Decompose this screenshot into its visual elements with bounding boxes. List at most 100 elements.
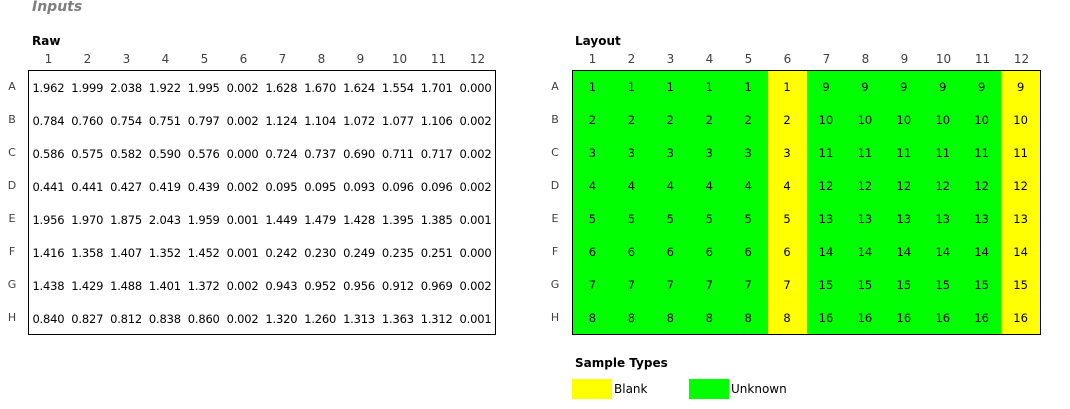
layout-cell-unknown: 6 <box>573 235 612 269</box>
raw-cell: 1.488 <box>110 278 143 293</box>
raw-cell: 0.001 <box>226 212 259 227</box>
layout-cell-unknown: 7 <box>689 268 729 302</box>
blank-legend-label: Blank <box>614 382 648 396</box>
layout-cell-unknown: 1 <box>728 71 768 104</box>
layout-cell-unknown: 11 <box>962 136 1002 170</box>
layout-cell-unknown: 6 <box>650 235 690 269</box>
raw-row-header: F <box>8 245 16 258</box>
raw-cell: 1.428 <box>343 212 375 227</box>
unknown-legend-label: Unknown <box>731 382 787 396</box>
layout-row-header: G <box>550 278 560 291</box>
layout-cell-unknown: 9 <box>884 71 924 104</box>
layout-row-header: C <box>551 146 559 159</box>
raw-cell: 0.575 <box>71 146 104 161</box>
layout-column-header: 1 <box>588 52 597 66</box>
raw-cell: 0.439 <box>187 179 220 194</box>
layout-cell-unknown: 9 <box>923 71 963 104</box>
table-row: 2 2 2 2 2 2 10 10 10 10 10 10 <box>573 103 1041 137</box>
layout-column-header: 10 <box>935 52 952 66</box>
raw-cell: 0.002 <box>459 179 492 194</box>
raw-cell: 1.438 <box>32 278 65 293</box>
table-row: 6 6 6 6 6 6 14 14 14 14 14 14 <box>573 235 1041 269</box>
layout-cell-unknown: 9 <box>845 71 885 104</box>
layout-cell-unknown: 7 <box>650 268 690 302</box>
raw-cell: 0.760 <box>71 113 104 128</box>
raw-cell: 0.952 <box>304 278 337 293</box>
layout-cell-unknown: 5 <box>573 202 612 236</box>
raw-cell: 0.235 <box>381 245 414 260</box>
layout-column-header: 8 <box>861 52 870 66</box>
raw-cell: 1.875 <box>110 212 143 227</box>
layout-cell-unknown: 10 <box>845 103 885 137</box>
raw-cell: 0.969 <box>420 278 453 293</box>
layout-cell-blank: 11 <box>1001 136 1041 170</box>
raw-cell: 1.922 <box>148 80 181 95</box>
layout-cell-unknown: 5 <box>689 202 729 236</box>
layout-column-headers: 1 2 3 4 5 6 7 8 9 10 11 12 <box>573 52 1041 66</box>
raw-cell: 1.628 <box>265 80 298 95</box>
layout-cell-unknown: 14 <box>806 235 846 269</box>
layout-cell-unknown: 4 <box>573 169 612 203</box>
table-row: 5 5 5 5 5 5 13 13 13 13 13 13 <box>573 202 1041 236</box>
raw-cell: 1.970 <box>71 212 104 227</box>
raw-cell: 0.717 <box>420 146 453 161</box>
raw-cell: 1.077 <box>381 113 414 128</box>
raw-column-header: 8 <box>317 52 326 66</box>
layout-cell-unknown: 16 <box>845 301 885 334</box>
raw-cell: 1.449 <box>265 212 298 227</box>
raw-cell: 0.251 <box>420 245 453 260</box>
raw-cell: 1.385 <box>420 212 453 227</box>
raw-row-header: A <box>8 80 16 93</box>
layout-grid: 1 1 1 1 1 1 9 9 9 9 9 9 2 2 2 2 2 2 10 10 10 10 10 10 3 3 3 3 3 3 11 11… <box>572 70 1041 335</box>
layout-cell-blank: 2 <box>767 103 807 137</box>
raw-cell: 0.000 <box>226 146 259 161</box>
raw-cell: 1.358 <box>71 245 104 260</box>
layout-column-header: 6 <box>783 52 792 66</box>
raw-cell: 0.002 <box>226 80 259 95</box>
layout-cell-unknown: 12 <box>923 169 963 203</box>
layout-cell-unknown: 12 <box>884 169 924 203</box>
layout-row-headers: A B C D E F G H <box>545 70 565 334</box>
raw-column-header: 4 <box>161 52 170 66</box>
raw-cell: 0.586 <box>32 146 65 161</box>
raw-cell: 1.106 <box>420 113 453 128</box>
layout-cell-blank: 4 <box>767 169 807 203</box>
layout-cell-unknown: 13 <box>806 202 846 236</box>
raw-cell: 0.840 <box>32 311 65 326</box>
table-row: 1.956 1.970 1.875 2.043 1.959 0.001 1.449 1.479… <box>29 203 495 236</box>
layout-cell-unknown: 10 <box>923 103 963 137</box>
raw-cell: 0.095 <box>265 179 298 194</box>
table-row: 0.586 0.575 0.582 0.590 0.576 0.000 0.724 0.737… <box>29 137 495 170</box>
layout-cell-blank: 6 <box>767 235 807 269</box>
layout-cell-unknown: 14 <box>845 235 885 269</box>
raw-cell: 0.812 <box>110 311 143 326</box>
layout-cell-unknown: 7 <box>611 268 651 302</box>
raw-cell: 0.096 <box>420 179 453 194</box>
raw-cell: 0.576 <box>187 146 220 161</box>
raw-column-header: 1 <box>44 52 53 66</box>
table-row: 1.438 1.429 1.488 1.401 1.372 0.002 0.943 0.952… <box>29 269 495 302</box>
layout-cell-unknown: 10 <box>962 103 1002 137</box>
layout-cell-blank: 15 <box>1001 268 1041 302</box>
raw-cell: 0.582 <box>110 146 143 161</box>
raw-column-headers: 1 2 3 4 5 6 7 8 9 10 11 12 <box>29 52 497 66</box>
layout-cell-unknown: 12 <box>962 169 1002 203</box>
layout-cell-unknown: 5 <box>728 202 768 236</box>
raw-cell: 0.711 <box>381 146 414 161</box>
layout-cell-unknown: 4 <box>611 169 651 203</box>
raw-cell: 0.943 <box>265 278 298 293</box>
layout-cell-unknown: 4 <box>650 169 690 203</box>
raw-cell: 2.043 <box>148 212 181 227</box>
layout-cell-unknown: 3 <box>728 136 768 170</box>
raw-cell: 0.441 <box>71 179 104 194</box>
raw-cell: 0.002 <box>459 113 492 128</box>
raw-cell: 1.956 <box>32 212 65 227</box>
raw-cell: 1.962 <box>32 80 65 95</box>
layout-cell-unknown: 16 <box>806 301 846 334</box>
raw-cell: 1.452 <box>187 245 220 260</box>
layout-row-header: E <box>551 212 559 225</box>
layout-cell-unknown: 8 <box>689 301 729 334</box>
raw-column-header: 6 <box>239 52 248 66</box>
layout-cell-unknown: 1 <box>650 71 690 104</box>
